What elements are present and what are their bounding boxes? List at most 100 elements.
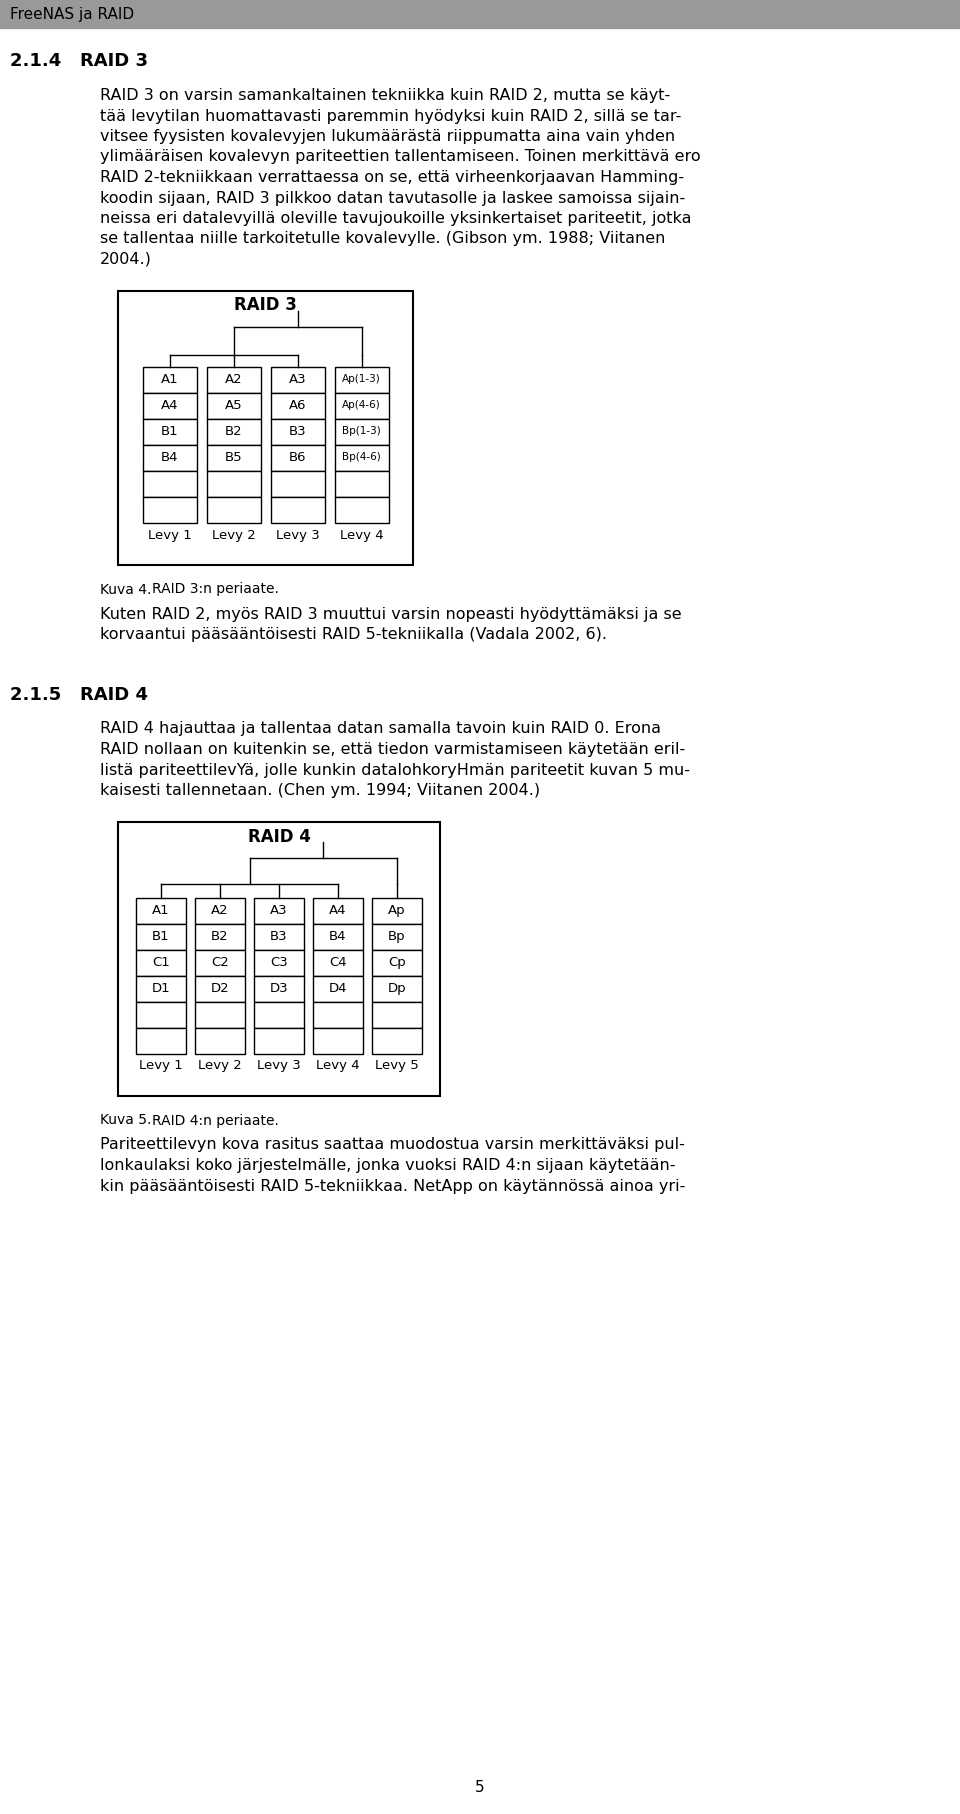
Bar <box>136 1001 186 1027</box>
Text: Levy 3: Levy 3 <box>276 528 320 542</box>
Text: Levy 2: Levy 2 <box>211 528 255 542</box>
Text: Kuva 4.: Kuva 4. <box>100 582 152 597</box>
Bar <box>271 470 324 497</box>
Text: Pariteettilevyn kova rasitus saattaa muodostua varsin merkittäväksi pul-: Pariteettilevyn kova rasitus saattaa muo… <box>100 1137 684 1152</box>
Bar <box>136 976 186 1001</box>
Bar <box>334 444 389 470</box>
Bar <box>136 949 186 976</box>
Text: Kuva 5.: Kuva 5. <box>100 1114 152 1128</box>
Text: D1: D1 <box>152 981 170 996</box>
Bar <box>195 976 245 1001</box>
Text: B6: B6 <box>289 452 306 464</box>
Text: A5: A5 <box>225 399 242 412</box>
Text: A1: A1 <box>153 903 170 918</box>
Bar <box>271 444 324 470</box>
Text: A6: A6 <box>289 399 306 412</box>
Bar <box>334 366 389 392</box>
Text: B3: B3 <box>270 931 288 943</box>
Text: C4: C4 <box>329 956 347 969</box>
Bar <box>254 976 304 1001</box>
Text: A4: A4 <box>329 903 347 918</box>
Text: Cp: Cp <box>388 956 406 969</box>
Text: B2: B2 <box>225 424 242 437</box>
Bar <box>136 898 186 923</box>
Text: C2: C2 <box>211 956 228 969</box>
Bar <box>254 898 304 923</box>
Bar <box>206 444 260 470</box>
Bar <box>313 976 363 1001</box>
Text: Ap(4-6): Ap(4-6) <box>342 401 381 410</box>
Text: C1: C1 <box>152 956 170 969</box>
Text: A4: A4 <box>160 399 179 412</box>
Bar <box>195 949 245 976</box>
Bar <box>372 1001 422 1027</box>
Text: D4: D4 <box>328 981 348 996</box>
Text: listä pariteettilevYä, jolle kunkin datalohkoryHmän pariteetit kuvan 5 mu-: listä pariteettilevYä, jolle kunkin data… <box>100 762 690 778</box>
Text: koodin sijaan, RAID 3 pilkkoo datan tavutasolle ja laskee samoissa sijain-: koodin sijaan, RAID 3 pilkkoo datan tavu… <box>100 190 685 205</box>
Text: RAID 4: RAID 4 <box>248 827 310 845</box>
Text: B4: B4 <box>329 931 347 943</box>
Bar <box>206 392 260 419</box>
Bar <box>334 497 389 522</box>
Bar <box>142 444 197 470</box>
Bar <box>334 419 389 444</box>
Text: Levy 2: Levy 2 <box>198 1059 242 1072</box>
Text: A2: A2 <box>225 374 242 386</box>
Bar <box>334 392 389 419</box>
Bar <box>195 1027 245 1054</box>
Text: 2.1.4   RAID 3: 2.1.4 RAID 3 <box>10 53 148 71</box>
Text: A3: A3 <box>289 374 306 386</box>
Bar <box>372 898 422 923</box>
Text: B5: B5 <box>225 452 242 464</box>
Bar <box>142 392 197 419</box>
Text: vitsee fyysisten kovalevyjen lukumäärästä riippumatta aina vain yhden: vitsee fyysisten kovalevyjen lukumääräst… <box>100 129 675 143</box>
Text: D2: D2 <box>210 981 229 996</box>
Bar <box>206 497 260 522</box>
Text: Levy 3: Levy 3 <box>257 1059 300 1072</box>
Bar <box>313 949 363 976</box>
Bar <box>372 976 422 1001</box>
Text: FreeNAS ja RAID: FreeNAS ja RAID <box>10 7 134 22</box>
Text: Levy 4: Levy 4 <box>340 528 383 542</box>
Text: se tallentaa niille tarkoitetulle kovalevylle. (Gibson ym. 1988; Viitanen: se tallentaa niille tarkoitetulle kovale… <box>100 232 665 247</box>
Text: RAID 3:n periaate.: RAID 3:n periaate. <box>152 582 278 597</box>
Text: Levy 1: Levy 1 <box>148 528 191 542</box>
Bar <box>254 1001 304 1027</box>
Bar <box>206 366 260 392</box>
Bar <box>136 1027 186 1054</box>
Text: Bp(1-3): Bp(1-3) <box>342 426 381 437</box>
Bar <box>313 923 363 949</box>
Bar <box>271 392 324 419</box>
Text: 2004.): 2004.) <box>100 252 152 267</box>
Text: RAID nollaan on kuitenkin se, että tiedon varmistamiseen käytetään eril-: RAID nollaan on kuitenkin se, että tiedo… <box>100 742 685 756</box>
Text: 5: 5 <box>475 1780 485 1796</box>
Bar <box>372 949 422 976</box>
Text: Ap: Ap <box>388 903 406 918</box>
Text: korvaantui pääsääntöisesti RAID 5-tekniikalla (Vadala 2002, 6).: korvaantui pääsääntöisesti RAID 5-teknii… <box>100 628 607 642</box>
Text: Kuten RAID 2, myös RAID 3 muuttui varsin nopeasti hyödyttämäksi ja se: Kuten RAID 2, myös RAID 3 muuttui varsin… <box>100 606 682 622</box>
Text: tää levytilan huomattavasti paremmin hyödyksi kuin RAID 2, sillä se tar-: tää levytilan huomattavasti paremmin hyö… <box>100 109 682 123</box>
Text: lonkaulaksi koko järjestelmälle, jonka vuoksi RAID 4:n sijaan käytetään-: lonkaulaksi koko järjestelmälle, jonka v… <box>100 1157 676 1174</box>
Bar <box>271 419 324 444</box>
Bar <box>136 923 186 949</box>
Bar <box>142 419 197 444</box>
Text: Levy 1: Levy 1 <box>139 1059 182 1072</box>
Bar <box>271 497 324 522</box>
Text: RAID 4 hajauttaa ja tallentaa datan samalla tavoin kuin RAID 0. Erona: RAID 4 hajauttaa ja tallentaa datan sama… <box>100 722 661 736</box>
Bar <box>372 1027 422 1054</box>
Text: 2.1.5   RAID 4: 2.1.5 RAID 4 <box>10 686 148 704</box>
Bar <box>254 1027 304 1054</box>
Bar <box>254 923 304 949</box>
Text: Bp(4-6): Bp(4-6) <box>342 452 381 463</box>
Text: B2: B2 <box>211 931 228 943</box>
Text: A3: A3 <box>270 903 288 918</box>
Text: Levy 4: Levy 4 <box>316 1059 360 1072</box>
Text: B1: B1 <box>153 931 170 943</box>
Text: Ap(1-3): Ap(1-3) <box>342 374 381 385</box>
Bar <box>334 470 389 497</box>
Text: A1: A1 <box>160 374 179 386</box>
Bar <box>118 822 440 1096</box>
Bar <box>313 1001 363 1027</box>
Text: Levy 5: Levy 5 <box>375 1059 419 1072</box>
Bar <box>142 470 197 497</box>
